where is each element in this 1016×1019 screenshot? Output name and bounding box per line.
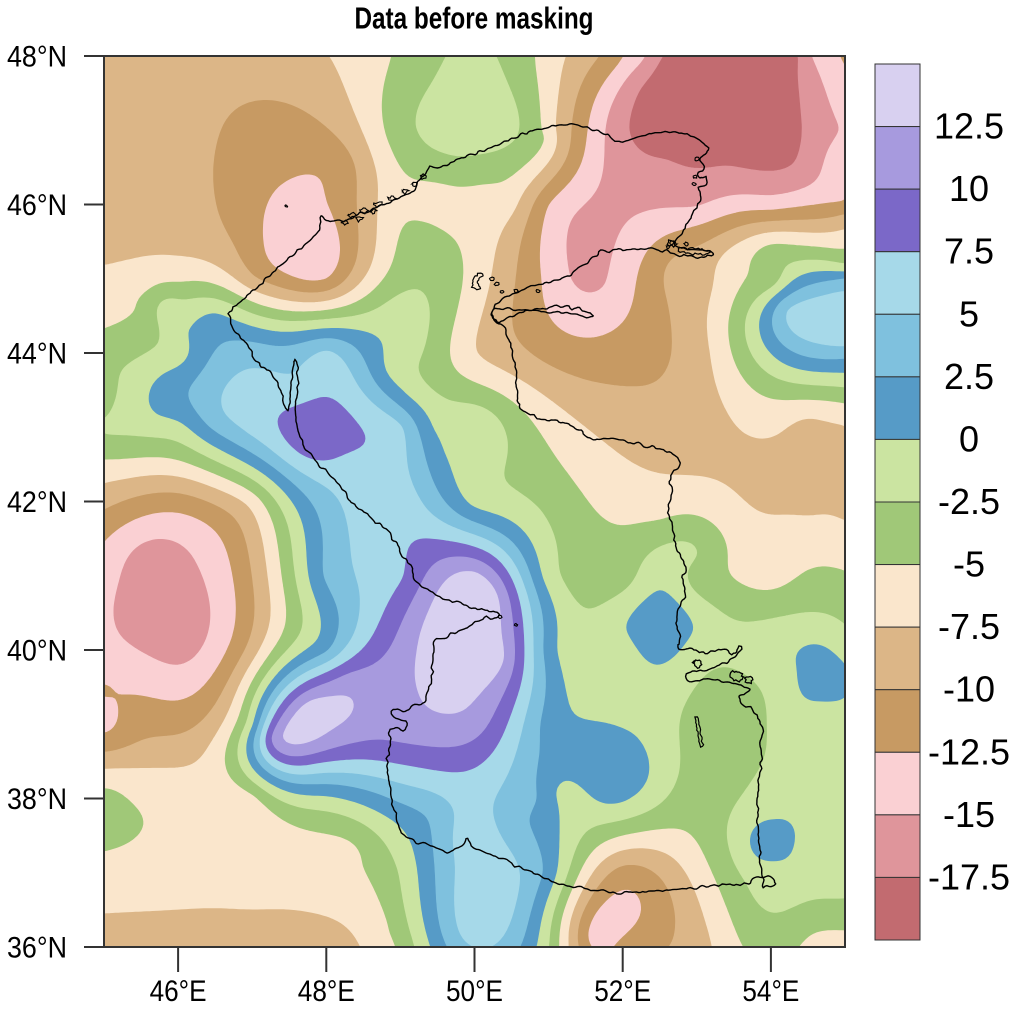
- svg-text:7.5: 7.5: [944, 231, 994, 272]
- svg-text:-12.5: -12.5: [928, 731, 1010, 772]
- svg-text:52°E: 52°E: [594, 975, 651, 1008]
- svg-text:36°N: 36°N: [7, 931, 67, 964]
- svg-text:40°N: 40°N: [7, 634, 67, 667]
- svg-text:38°N: 38°N: [7, 783, 67, 816]
- svg-text:Data before masking: Data before masking: [355, 1, 594, 35]
- svg-text:12.5: 12.5: [934, 106, 1004, 147]
- svg-text:-17.5: -17.5: [928, 856, 1010, 897]
- svg-text:-7.5: -7.5: [938, 606, 1000, 647]
- svg-text:42°N: 42°N: [7, 486, 67, 519]
- svg-text:-15: -15: [943, 794, 995, 835]
- svg-text:-5: -5: [953, 544, 985, 585]
- svg-text:48°N: 48°N: [7, 40, 67, 73]
- svg-text:-10: -10: [943, 669, 995, 710]
- svg-text:48°E: 48°E: [298, 975, 355, 1008]
- svg-text:5: 5: [959, 293, 979, 334]
- svg-text:-2.5: -2.5: [938, 481, 1000, 522]
- svg-text:10: 10: [949, 168, 989, 209]
- svg-text:2.5: 2.5: [944, 356, 994, 397]
- svg-text:0: 0: [959, 418, 979, 459]
- svg-text:50°E: 50°E: [446, 975, 503, 1008]
- svg-text:46°N: 46°N: [7, 189, 67, 222]
- svg-text:46°E: 46°E: [150, 975, 207, 1008]
- svg-text:54°E: 54°E: [742, 975, 799, 1008]
- svg-text:44°N: 44°N: [7, 337, 67, 370]
